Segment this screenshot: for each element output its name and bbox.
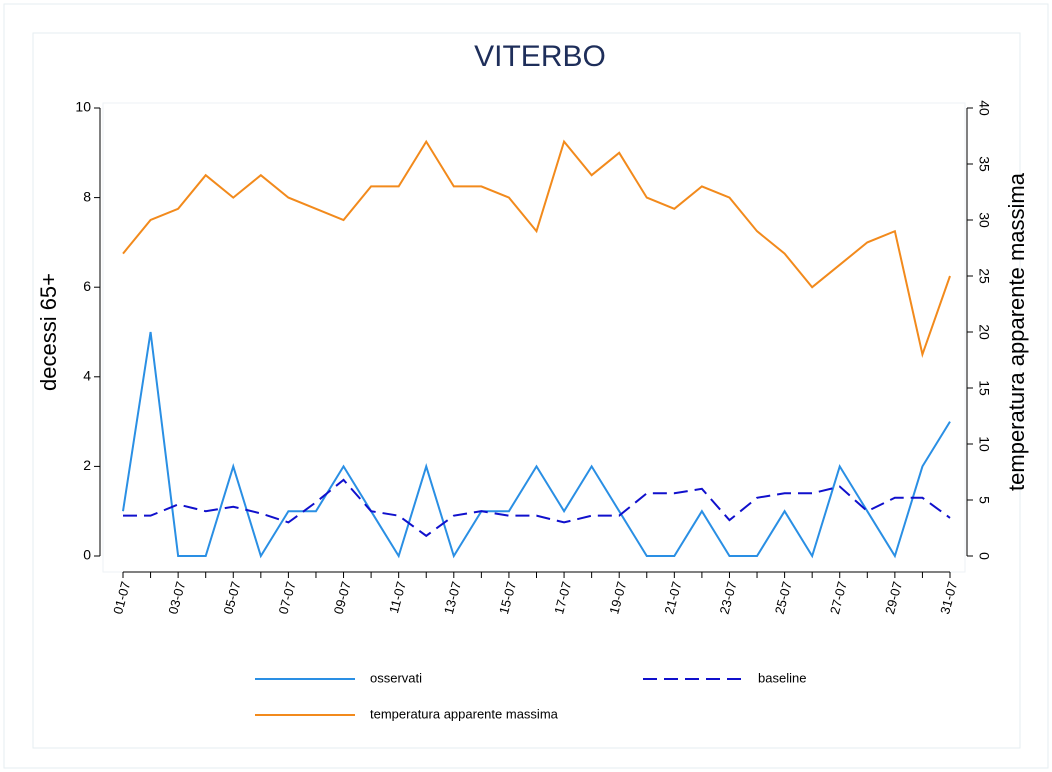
y-tick-label: 8 <box>83 188 91 204</box>
y2-tick-label: 25 <box>976 268 992 284</box>
y2-tick-label: 35 <box>976 156 992 172</box>
y2-tick-label: 5 <box>976 496 992 504</box>
y2-tick-label: 30 <box>976 212 992 228</box>
y-tick-label: 2 <box>83 457 91 473</box>
chart-title: VITERBO <box>474 40 606 73</box>
series-line <box>122 331 951 559</box>
series-line <box>123 478 951 538</box>
y2-tick-label: 15 <box>976 380 992 396</box>
legend-label: osservati <box>370 670 422 685</box>
legend-label: baseline <box>758 670 806 685</box>
y2-tick-label: 10 <box>976 436 992 452</box>
plot-area <box>102 102 966 573</box>
y-tick-label: 4 <box>83 368 91 384</box>
y-tick-label: 6 <box>83 278 91 294</box>
y-tick-label: 0 <box>83 547 91 563</box>
legend-label: temperatura apparente massima <box>370 706 559 721</box>
y2-axis-label: temperatura apparente massima <box>1004 172 1029 491</box>
y-axis-label: decessi 65+ <box>36 273 61 391</box>
y2-tick-label: 0 <box>976 552 992 560</box>
y2-tick-label: 40 <box>976 100 992 116</box>
y2-tick-label: 20 <box>976 324 992 340</box>
y-tick-label: 10 <box>75 99 91 115</box>
series-line <box>122 139 951 359</box>
